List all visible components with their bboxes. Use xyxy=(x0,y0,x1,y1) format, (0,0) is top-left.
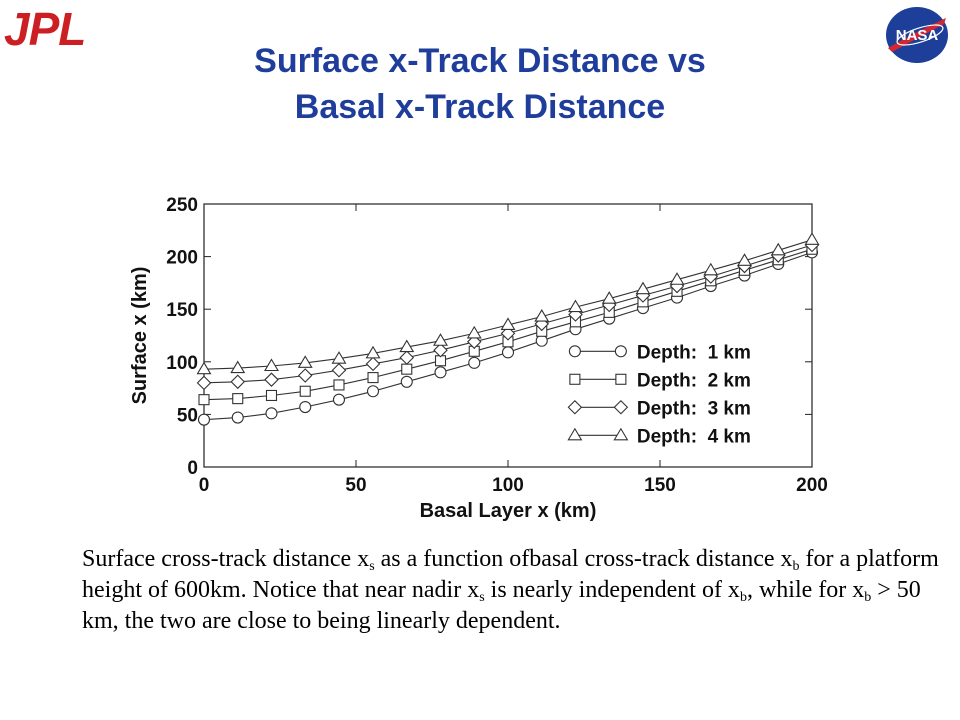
legend-marker-4-left xyxy=(567,427,583,441)
series-1-point xyxy=(265,407,278,420)
legend-label-4: Depth: 4 km xyxy=(637,426,751,447)
series-1-point xyxy=(197,413,211,426)
caption-text-4: is nearly independent of x xyxy=(484,577,740,603)
legend-marker-3-right xyxy=(613,400,629,415)
series-1-point xyxy=(332,393,346,406)
caption-sub-3: s xyxy=(479,590,485,605)
series-1-point xyxy=(299,400,312,414)
title-line-2: Basal x-Track Distance xyxy=(294,88,666,126)
series-3-point xyxy=(399,350,415,365)
caption-text-5: , while for x xyxy=(746,577,865,603)
series-1-point xyxy=(231,411,244,424)
series-2-point xyxy=(401,363,413,375)
series-4-point xyxy=(601,291,617,304)
legend-marker-3-left xyxy=(567,400,583,415)
series-2-point xyxy=(367,372,379,384)
x-tick-label: 50 xyxy=(345,475,366,496)
y-tick-label: 250 xyxy=(166,195,198,216)
series-3-point xyxy=(297,368,313,383)
x-tick-label: 200 xyxy=(796,475,828,496)
series-2-point xyxy=(333,379,345,391)
series-4-point xyxy=(331,351,347,364)
slide-title: Surface x-Track Distance vs Basal x-Trac… xyxy=(0,38,960,130)
caption-text-1: Surface cross-track distance x xyxy=(82,546,370,572)
series-4-point xyxy=(500,317,516,331)
x-tick-label: 100 xyxy=(492,475,524,496)
legend-label-2: Depth: 2 km xyxy=(637,370,751,391)
legend-marker-4-right xyxy=(613,427,629,441)
caption-sub-2: b xyxy=(792,559,800,574)
series-4-point xyxy=(264,358,279,372)
series-1-point xyxy=(434,366,447,379)
y-tick-label: 150 xyxy=(166,300,198,321)
series-2-point xyxy=(299,385,311,397)
series-1-point xyxy=(468,356,481,369)
series-4-point xyxy=(196,361,212,375)
y-tick-label: 0 xyxy=(187,458,198,479)
series-2-point xyxy=(265,389,278,402)
series-4-point xyxy=(635,281,651,295)
caption: Surface cross-track distance xs as a fun… xyxy=(82,544,942,637)
series-4-point xyxy=(433,333,448,346)
nasa-logo-vector xyxy=(888,18,946,52)
legend-marker-2-right xyxy=(615,373,627,385)
series-3-point xyxy=(230,374,246,390)
legend-label-3: Depth: 3 km xyxy=(637,398,751,419)
nasa-logo-orbit xyxy=(896,24,944,46)
series-3-point xyxy=(331,362,347,378)
x-tick-label: 150 xyxy=(644,475,676,496)
series-4-point xyxy=(568,299,583,313)
series-3-point xyxy=(264,372,279,387)
title-line-1: Surface x-Track Distance vs xyxy=(254,42,706,80)
x-axis-label: Basal Layer x (km) xyxy=(420,500,597,522)
legend-marker-1-right xyxy=(614,345,627,358)
nasa-logo: NASA xyxy=(886,7,948,63)
y-tick-label: 50 xyxy=(177,405,198,426)
series-4-point xyxy=(466,325,482,339)
series-1-point xyxy=(535,334,548,347)
series-3-point xyxy=(365,356,381,372)
nasa-logo-text: NASA xyxy=(896,27,939,44)
caption-sub-4: b xyxy=(739,590,747,605)
series-2-point xyxy=(232,393,244,405)
caption-sub-1: s xyxy=(369,559,375,574)
series-4-point xyxy=(230,360,246,374)
series-4-point xyxy=(365,345,381,359)
series-4-point xyxy=(297,355,313,368)
series-4-point xyxy=(399,339,415,353)
series-4-point xyxy=(737,253,752,266)
series-3-point xyxy=(500,326,516,341)
series-4-point xyxy=(804,232,820,245)
legend-marker-1-left xyxy=(568,345,581,358)
series-4-point xyxy=(669,272,685,285)
series-4-point xyxy=(703,262,719,276)
legend-label-1: Depth: 1 km xyxy=(637,342,751,363)
series-1-point xyxy=(400,375,413,388)
y-tick-label: 200 xyxy=(166,248,198,269)
series-3-point xyxy=(466,334,482,350)
legend-marker-2-left xyxy=(569,373,581,385)
series-1-point xyxy=(501,346,515,359)
caption-text-3: for a platform height of 600km. Notice t… xyxy=(82,546,939,603)
y-tick-label: 100 xyxy=(166,353,198,374)
series-2-point xyxy=(198,394,210,406)
caption-text-2: as a function ofbasal cross-track distan… xyxy=(374,546,793,572)
y-axis-label: Surface x (km) xyxy=(129,267,151,405)
series-4-point xyxy=(770,242,786,256)
series-4-point xyxy=(534,308,550,322)
series-3-point xyxy=(433,342,448,358)
caption-text-6: > 50 km, the two are close to being line… xyxy=(82,577,921,634)
series-3-point xyxy=(196,375,212,391)
series-1-point xyxy=(366,385,380,398)
jpl-logo: JPL xyxy=(4,3,86,55)
caption-sub-5: b xyxy=(864,590,872,605)
chart: 0 50 100 150 200 0 50 100 150 200 250 Basal Layer x… xyxy=(129,195,828,522)
x-tick-label: 0 xyxy=(199,475,210,496)
